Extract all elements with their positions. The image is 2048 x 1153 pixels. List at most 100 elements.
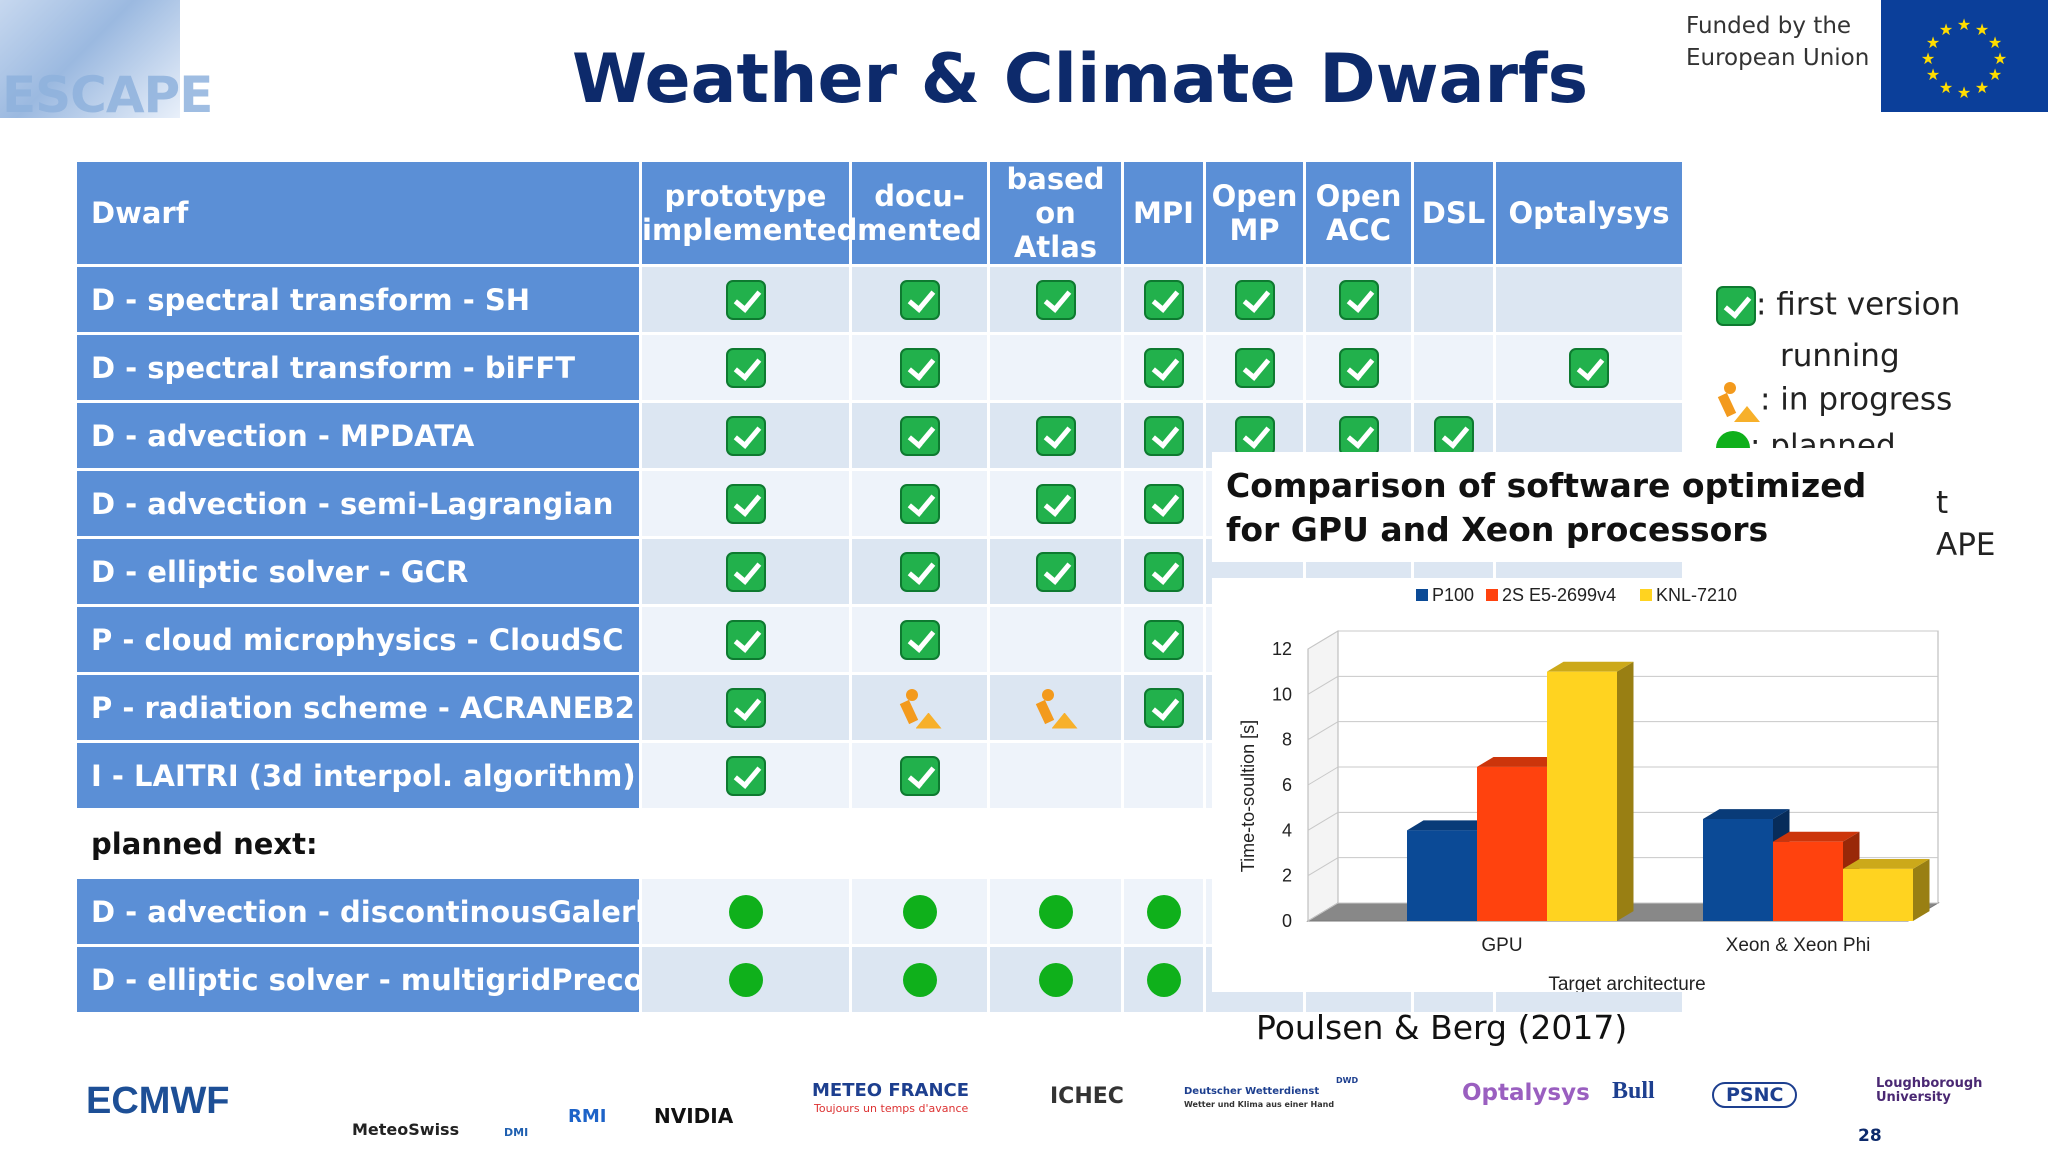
status-cell — [987, 672, 1124, 743]
bar-top — [1703, 809, 1790, 819]
table-row: D - spectral transform - biFFT — [74, 332, 1685, 403]
status-cell — [849, 400, 990, 471]
planned-dot-icon — [902, 962, 937, 997]
check-icon — [1035, 415, 1076, 456]
check-icon — [1143, 687, 1184, 728]
status-cell — [1121, 876, 1206, 947]
y-tick-label: 4 — [1282, 820, 1292, 840]
dwarf-name: D - elliptic solver - GCR — [74, 536, 642, 607]
dwarf-name: D - advection - discontinousGalerkin — [74, 876, 642, 947]
y-tick-label: 6 — [1282, 775, 1292, 795]
y-gridline-side — [1307, 721, 1339, 741]
status-cell — [1493, 264, 1685, 335]
legend-swatch — [1486, 589, 1498, 601]
dmi-logo: DMI — [504, 1126, 529, 1139]
page-title: Weather & Climate Dwarfs — [571, 40, 1589, 119]
planned-dot-icon — [728, 962, 763, 997]
y-gridline-side — [1307, 902, 1339, 922]
status-cell — [1121, 536, 1206, 607]
check-icon — [1143, 415, 1184, 456]
funding-line-2: European Union — [1686, 45, 1870, 71]
legend-label-running: running — [1780, 338, 1900, 374]
dwd-logo: Deutscher Wetterdienst — [1184, 1086, 1320, 1097]
svg-text:★: ★ — [1957, 83, 1971, 102]
status-cell — [849, 740, 990, 811]
planned-dot-icon — [1038, 894, 1073, 929]
eu-flag-icon: ★ ★ ★ ★ ★ ★ ★ ★ ★ ★ ★ ★ — [1881, 0, 2048, 112]
bar-top — [1547, 661, 1634, 672]
check-icon — [1035, 551, 1076, 592]
legend-label: : first version — [1756, 286, 1961, 323]
dwarf-name: P - cloud microphysics - CloudSC — [74, 604, 642, 675]
legend-item-first-version: : first version — [1716, 286, 1960, 326]
check-icon — [1234, 347, 1275, 388]
meteo-france-logo: METEO FRANCE — [812, 1080, 970, 1101]
status-cell — [1203, 332, 1306, 403]
table-header-row: Dwarf prototype implemented docu-mented … — [74, 159, 1685, 267]
svg-text:★: ★ — [1939, 20, 1953, 39]
citation: Poulsen & Berg (2017) — [1256, 1008, 1628, 1047]
legend-entry: P100 — [1432, 585, 1474, 605]
status-cell — [639, 876, 852, 947]
column-header: Open MP — [1203, 159, 1306, 267]
check-icon — [899, 551, 940, 592]
svg-text:★: ★ — [1975, 20, 1989, 39]
status-cell — [639, 740, 852, 811]
status-cell — [849, 264, 990, 335]
nvidia-logo: NVIDIA — [654, 1104, 734, 1128]
check-icon — [725, 415, 766, 456]
table-row: D - spectral transform - SH — [74, 264, 1685, 335]
loughborough-logo-line2: University — [1876, 1090, 1951, 1105]
status-cell — [987, 604, 1124, 675]
status-cell — [987, 536, 1124, 607]
status-cell — [1121, 944, 1206, 1015]
check-icon — [725, 347, 766, 388]
status-cell — [987, 332, 1124, 403]
status-cell — [1303, 264, 1414, 335]
status-cell — [849, 536, 990, 607]
y-tick-label: 2 — [1282, 866, 1292, 886]
ecmwf-logo: ECMWF — [86, 1080, 230, 1122]
loughborough-logo: Loughborough — [1876, 1076, 1983, 1091]
legend-swatch — [1640, 589, 1652, 601]
overlay-caption: Comparison of software optimized for GPU… — [1212, 452, 1920, 562]
status-cell — [1121, 740, 1206, 811]
status-cell — [639, 672, 852, 743]
status-cell — [1121, 604, 1206, 675]
check-icon — [1433, 415, 1474, 456]
planned-dot-icon — [1146, 894, 1181, 929]
y-gridline-side — [1307, 857, 1339, 877]
status-cell — [1203, 264, 1306, 335]
status-cell — [849, 332, 990, 403]
dwarf-name: P - radiation scheme - ACRANEB2 — [74, 672, 642, 743]
legend-item-planned: : planned — [1716, 428, 1896, 448]
check-icon — [725, 619, 766, 660]
construction-worker-icon — [898, 687, 942, 729]
status-cell — [1121, 332, 1206, 403]
check-icon — [899, 347, 940, 388]
escape-logo-text: ESCAPE — [2, 66, 213, 124]
y-gridline-side — [1307, 675, 1339, 695]
eu-stars-icon: ★ ★★ ★★★ ★★★ ★★★ — [1921, 15, 2007, 102]
svg-text:★: ★ — [1988, 65, 2002, 84]
legend-item-in-progress: : in progress — [1716, 380, 1952, 422]
status-cell — [1411, 332, 1496, 403]
check-icon — [1234, 415, 1275, 456]
dwd-tagline: Wetter und Klima aus einer Hand — [1184, 1100, 1335, 1109]
status-cell — [639, 536, 852, 607]
bar — [1773, 841, 1843, 921]
dwarf-name: D - spectral transform - biFFT — [74, 332, 642, 403]
check-icon — [1234, 279, 1275, 320]
legend-entry: 2S E5-2699v4 — [1502, 585, 1616, 605]
dwarf-name: I - LAITRI (3d interpol. algorithm) — [74, 740, 642, 811]
status-cell — [639, 400, 852, 471]
status-cell — [1411, 264, 1496, 335]
status-cell — [987, 876, 1124, 947]
legend-tail-2: APE — [1936, 527, 1996, 563]
y-tick-label: 0 — [1282, 911, 1292, 931]
page-number: 28 — [1858, 1126, 1882, 1146]
bar — [1407, 830, 1477, 921]
bar-side — [1617, 661, 1634, 921]
dwarf-table: Dwarf prototype implemented docu-mented … — [74, 159, 1685, 1015]
construction-worker-icon — [1716, 380, 1760, 422]
